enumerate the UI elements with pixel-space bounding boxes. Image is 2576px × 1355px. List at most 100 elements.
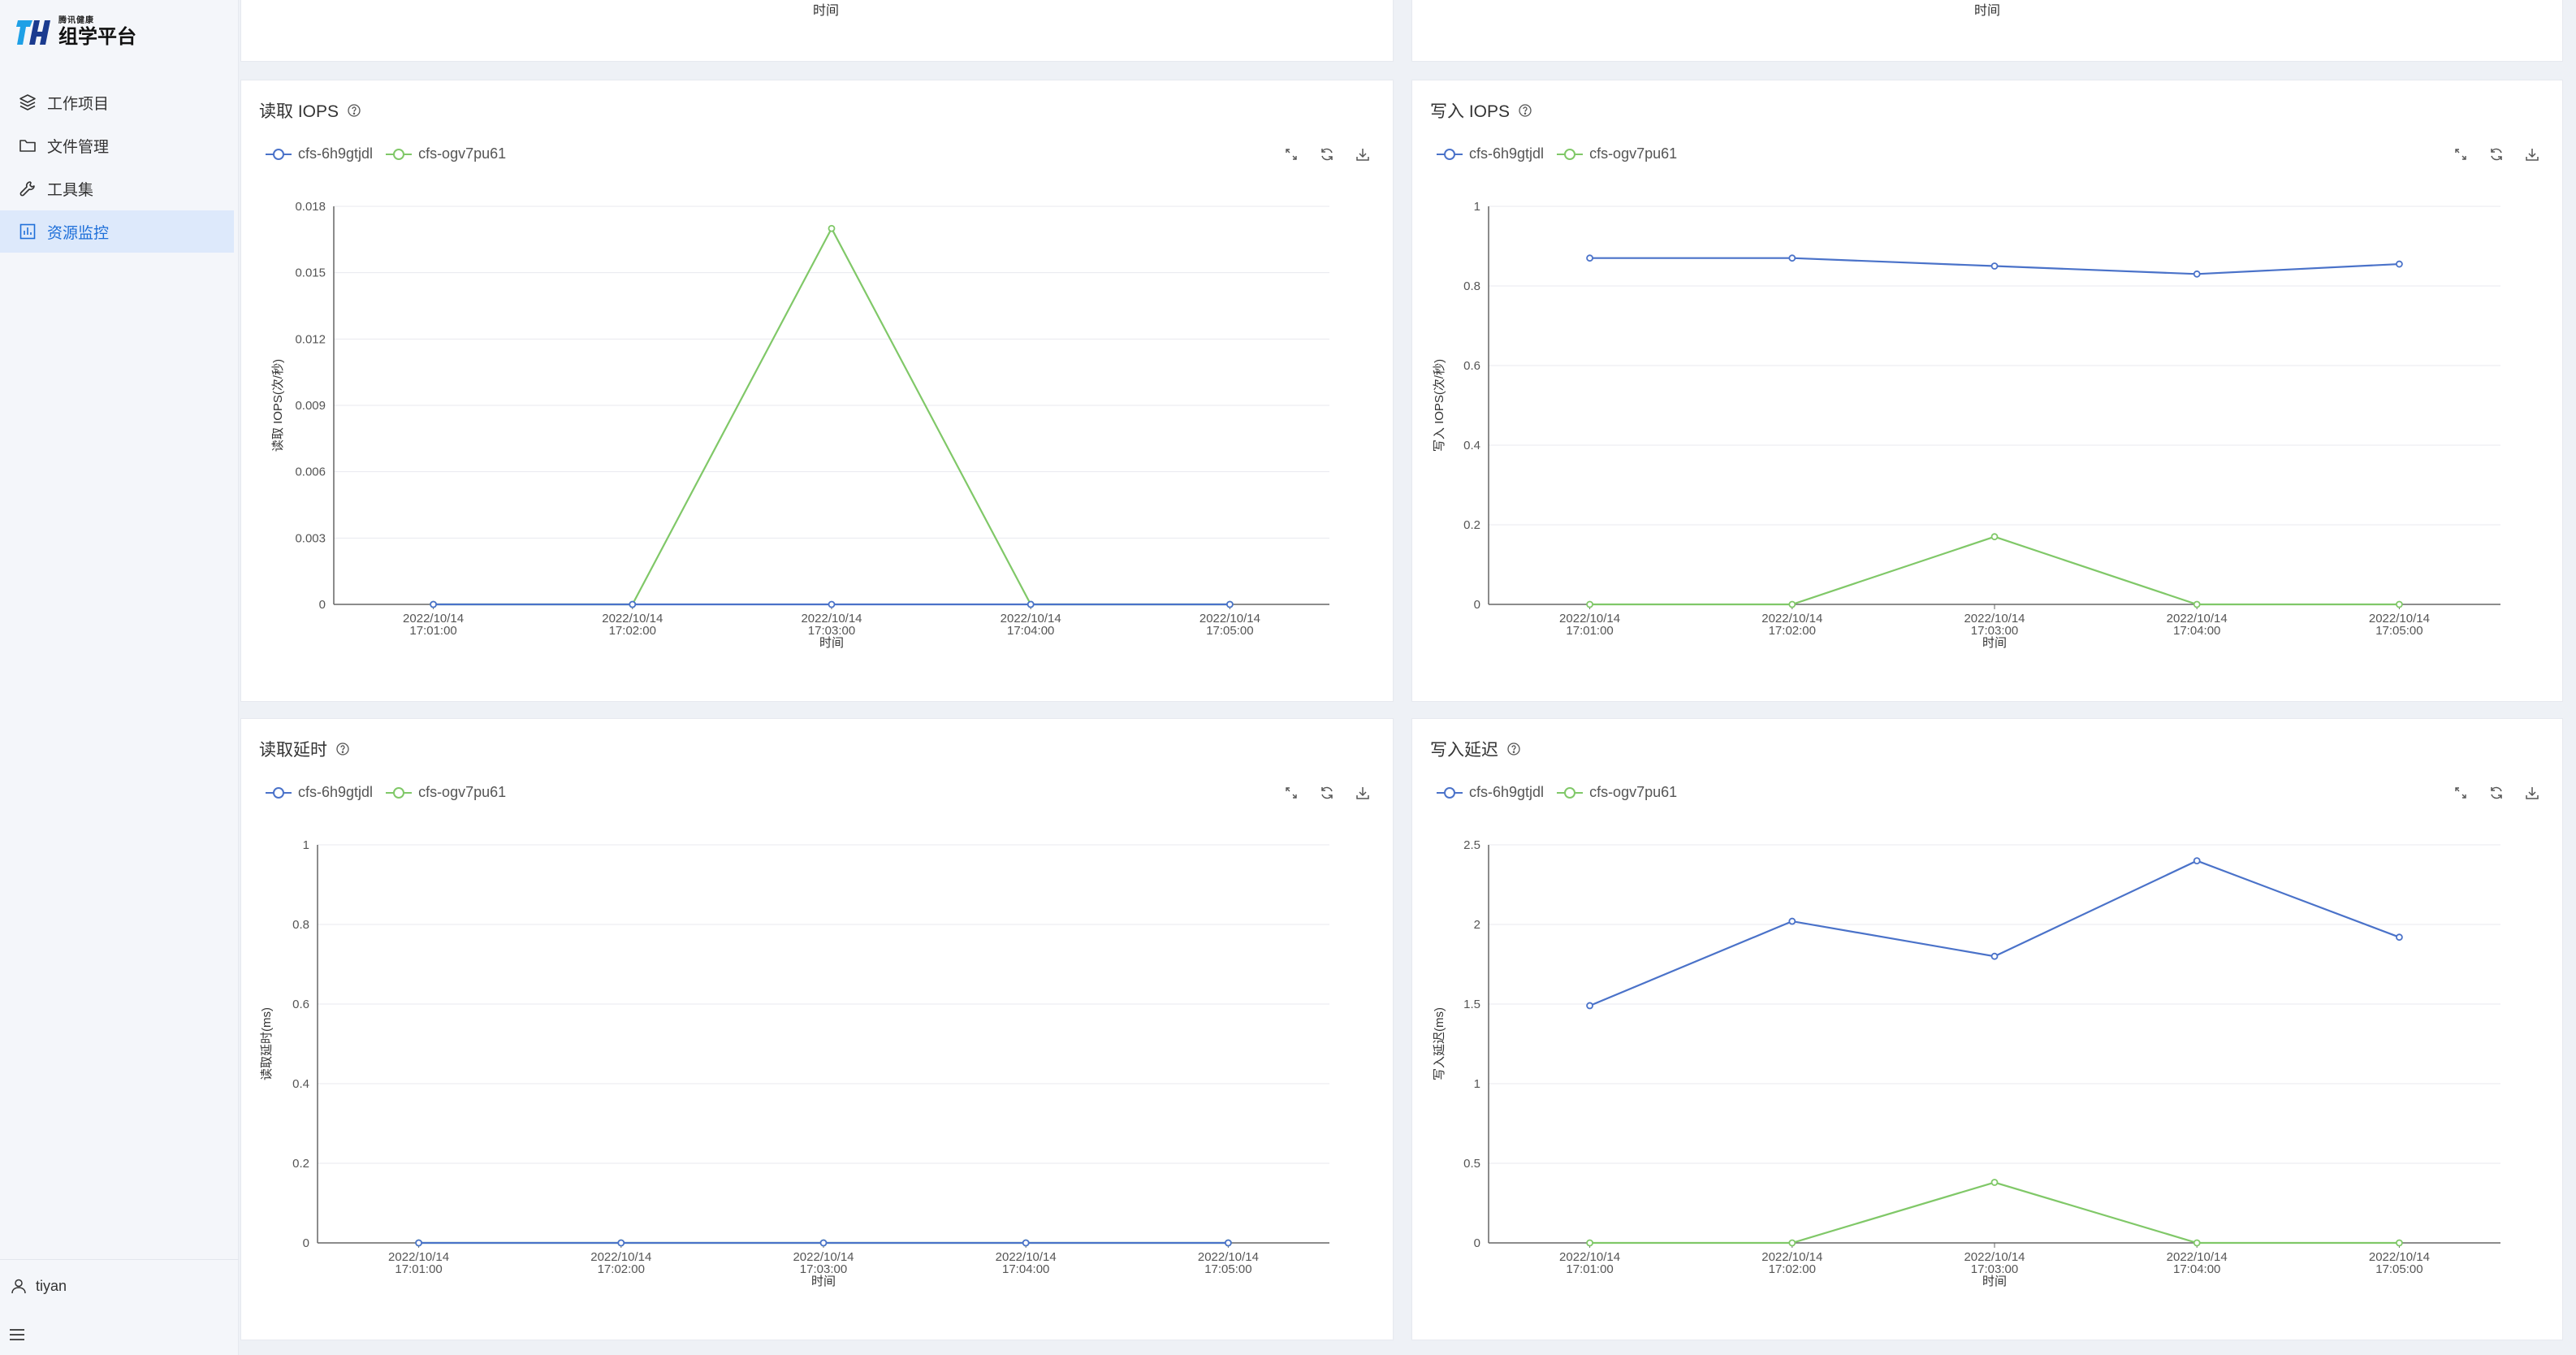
data-point[interactable] — [2396, 933, 2403, 942]
legend-item[interactable]: cfs-ogv7pu61 — [386, 784, 506, 801]
chart-card-read-iops: 读取 IOPS cfs-6h9gtjdl cfs-ogv7pu61 0 0.003 0.0… — [240, 80, 1394, 702]
data-point[interactable] — [1990, 533, 1999, 541]
data-point[interactable] — [1990, 262, 1999, 270]
legend-marker-icon — [1437, 786, 1463, 799]
data-point[interactable] — [430, 600, 438, 608]
x-tick-label: 2022/10/14 17:05:00 — [1198, 1250, 1259, 1276]
y-tick-label: 0.8 — [292, 918, 309, 932]
x-tick-label: 2022/10/14 17:05:00 — [1199, 612, 1260, 638]
x-tick-label: 2022/10/14 17:05:00 — [2369, 612, 2430, 638]
data-point[interactable] — [1022, 1239, 1030, 1247]
data-point[interactable] — [617, 1239, 625, 1247]
x-tick-label: 2022/10/14 17:03:00 — [1964, 612, 2025, 638]
data-point[interactable] — [2193, 270, 2201, 278]
sidebar-item-tools[interactable]: 工具集 — [0, 167, 234, 210]
fullscreen-icon[interactable] — [2452, 784, 2470, 802]
y-axis-label: 读取延时(ms) — [260, 1007, 274, 1080]
series-line-cfs-ogv7pu61 — [1589, 1181, 2400, 1245]
data-point[interactable] — [1586, 1239, 1594, 1247]
data-point[interactable] — [1586, 1002, 1594, 1010]
data-point[interactable] — [2193, 1239, 2201, 1247]
legend-label: cfs-6h9gtjdl — [298, 145, 374, 162]
legend-marker-icon — [1557, 786, 1584, 799]
refresh-icon[interactable] — [2487, 145, 2505, 163]
legend-item[interactable]: cfs-6h9gtjdl — [1437, 145, 1544, 162]
y-tick-label: 0.012 — [295, 332, 326, 346]
help-icon[interactable] — [1518, 103, 1532, 118]
data-point[interactable] — [1027, 600, 1035, 608]
download-icon[interactable] — [1354, 145, 1372, 163]
download-icon[interactable] — [2523, 145, 2541, 163]
y-tick-label: 0.2 — [1463, 518, 1480, 532]
data-point[interactable] — [828, 224, 836, 232]
x-tick-label: 2022/10/14 17:01:00 — [1559, 1250, 1620, 1276]
legend-marker-icon — [266, 148, 292, 160]
sidebar-item-files[interactable]: 文件管理 — [0, 124, 234, 167]
legend-item[interactable]: cfs-6h9gtjdl — [1437, 784, 1544, 801]
y-tick-label: 0 — [1474, 598, 1480, 612]
data-point[interactable] — [1990, 1179, 1999, 1186]
data-point[interactable] — [828, 600, 836, 608]
legend-item[interactable]: cfs-6h9gtjdl — [266, 784, 373, 801]
data-point[interactable] — [2396, 260, 2403, 268]
data-point[interactable] — [1788, 600, 1796, 608]
help-icon[interactable] — [347, 103, 361, 118]
help-icon[interactable] — [335, 742, 350, 756]
data-point[interactable] — [415, 1239, 423, 1247]
y-tick-label: 0.2 — [292, 1157, 309, 1171]
menu-toggle-icon[interactable] — [8, 1326, 26, 1344]
sidebar-item-projects[interactable]: 工作项目 — [0, 81, 234, 123]
user-profile[interactable]: tiyan — [10, 1277, 67, 1295]
data-point[interactable] — [2396, 600, 2403, 608]
legend-item[interactable]: cfs-ogv7pu61 — [1557, 145, 1677, 162]
download-icon[interactable] — [2523, 784, 2541, 802]
legend-item[interactable]: cfs-6h9gtjdl — [266, 145, 373, 162]
y-tick-label: 0.6 — [292, 998, 309, 1011]
sidebar-item-monitor[interactable]: 资源监控 — [0, 210, 234, 253]
data-point[interactable] — [2396, 1239, 2403, 1247]
refresh-icon[interactable] — [2487, 784, 2505, 802]
fullscreen-icon[interactable] — [1282, 784, 1300, 802]
data-point[interactable] — [629, 600, 637, 608]
chart-card-write-iops: 写入 IOPS cfs-6h9gtjdl cfs-ogv7pu61 0 0.2 0.4 0.… — [1411, 80, 2563, 702]
x-axis-label: 时间 — [1982, 636, 2007, 650]
legend-item[interactable]: cfs-ogv7pu61 — [1557, 784, 1677, 801]
help-icon[interactable] — [1506, 742, 1521, 756]
refresh-icon[interactable] — [1318, 784, 1336, 802]
series-line-cfs-ogv7pu61 — [1589, 535, 2400, 606]
data-point[interactable] — [1226, 600, 1234, 608]
y-axis-label: 读取 IOPS(次/秒) — [271, 359, 285, 452]
data-point[interactable] — [1586, 254, 1594, 262]
legend-label: cfs-ogv7pu61 — [1589, 784, 1678, 800]
chart-title-text: 读取延时 — [259, 741, 327, 760]
bar-chart-icon — [18, 222, 37, 241]
legend-marker-icon — [1437, 148, 1463, 160]
refresh-icon[interactable] — [1318, 145, 1336, 163]
y-tick-label: 1 — [303, 838, 309, 852]
data-point[interactable] — [1788, 917, 1796, 925]
sidebar-item-label: 工作项目 — [47, 95, 110, 113]
chart-legend: cfs-6h9gtjdl cfs-ogv7pu61 — [266, 145, 519, 162]
data-point[interactable] — [1788, 1239, 1796, 1247]
sidebar-item-label: 文件管理 — [47, 138, 110, 156]
x-tick-label: 2022/10/14 17:02:00 — [602, 612, 663, 638]
data-point[interactable] — [819, 1239, 828, 1247]
data-point[interactable] — [2193, 600, 2201, 608]
data-point[interactable] — [1788, 254, 1796, 262]
fullscreen-icon[interactable] — [2452, 145, 2470, 163]
app-logo[interactable]: 腾讯健康 组学平台 — [16, 13, 136, 50]
chart-legend: cfs-6h9gtjdl cfs-ogv7pu61 — [1437, 784, 1690, 801]
legend-marker-icon — [1557, 148, 1584, 160]
data-point[interactable] — [1225, 1239, 1232, 1247]
y-tick-label: 0.003 — [295, 531, 326, 545]
legend-item[interactable]: cfs-ogv7pu61 — [386, 145, 506, 162]
data-point[interactable] — [1586, 600, 1594, 608]
data-point[interactable] — [1990, 952, 1999, 960]
y-tick-label: 0 — [319, 598, 326, 612]
folder-icon — [18, 136, 37, 155]
data-point[interactable] — [2193, 857, 2201, 865]
download-icon[interactable] — [1354, 784, 1372, 802]
y-tick-label: 0.018 — [295, 200, 326, 214]
sidebar-divider — [0, 1259, 239, 1260]
fullscreen-icon[interactable] — [1282, 145, 1300, 163]
